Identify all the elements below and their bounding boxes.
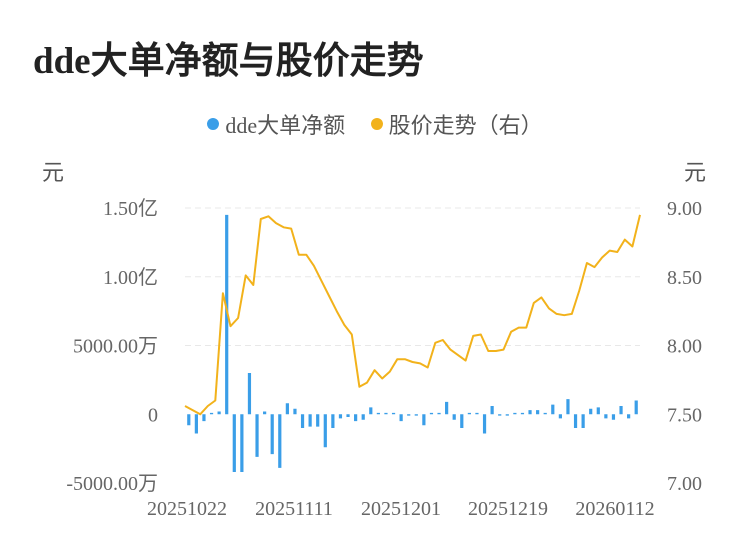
y-left-tick-label: 0 <box>148 404 158 426</box>
bar <box>573 414 578 428</box>
right-axis-unit: 元 <box>684 160 707 185</box>
bar <box>285 403 289 415</box>
bar <box>346 414 350 417</box>
bar <box>528 410 532 415</box>
bar <box>354 414 358 422</box>
bar <box>445 401 449 415</box>
bar <box>293 408 297 415</box>
bar <box>566 399 570 415</box>
bar <box>323 414 327 448</box>
price-line <box>184 214 641 416</box>
legend: dde大单净额 股价走势（右） <box>0 108 750 140</box>
bar <box>247 373 252 415</box>
bar <box>596 407 600 415</box>
legend-dot-price-icon <box>370 118 383 130</box>
legend-label-price: 股价走势（右） <box>388 113 543 138</box>
bar <box>376 412 380 415</box>
bar <box>627 414 631 419</box>
bar <box>187 414 191 426</box>
y-left-tick-label: -5000.00万 <box>66 473 158 495</box>
bar <box>338 414 343 419</box>
bar <box>520 412 525 415</box>
legend-item-dde[interactable]: dde大单净额 <box>207 108 345 140</box>
bar <box>240 414 244 472</box>
bar <box>452 414 456 420</box>
bar <box>263 411 267 415</box>
bar <box>331 414 335 428</box>
bar <box>490 406 494 415</box>
bar <box>482 414 487 434</box>
x-tick-label: 20251219 <box>468 498 548 520</box>
bar <box>194 414 198 434</box>
bar <box>498 414 502 416</box>
bar <box>225 214 229 415</box>
bar <box>604 414 608 419</box>
bar <box>369 407 373 415</box>
x-tick-label: 20251022 <box>147 498 227 520</box>
bar <box>634 400 638 415</box>
legend-item-price[interactable]: 股价走势（右） <box>370 108 543 140</box>
legend-label-dde: dde大单净额 <box>225 113 346 138</box>
bar <box>581 414 585 428</box>
bar <box>384 412 388 415</box>
bar <box>399 414 403 422</box>
bar <box>414 414 418 416</box>
legend-dot-dde-icon <box>207 118 220 130</box>
bar <box>513 412 517 415</box>
x-tick-label: 20251111 <box>255 498 333 520</box>
bar <box>611 414 616 420</box>
y-right-tick-label: 9.00 <box>667 198 702 220</box>
y-right-tick-label: 7.00 <box>667 473 702 495</box>
y-right-tick-label: 8.50 <box>667 267 702 289</box>
bar <box>316 414 320 427</box>
bar <box>460 414 464 428</box>
bar <box>232 414 236 472</box>
bar <box>308 414 312 427</box>
bar <box>619 406 623 415</box>
y-right-tick-label: 7.50 <box>667 404 702 426</box>
bar <box>391 412 396 415</box>
bar <box>467 412 471 415</box>
y-left-tick-label: 5000.00万 <box>73 336 158 358</box>
left-axis-unit: 元 <box>42 160 65 185</box>
bar <box>558 414 562 419</box>
y-left-tick-label: 1.00亿 <box>103 266 158 289</box>
bar <box>278 414 282 468</box>
bar <box>475 412 479 415</box>
x-tick-label: 20260112 <box>575 498 654 520</box>
y-right-tick-label: 8.00 <box>667 336 702 358</box>
bar <box>217 411 221 415</box>
x-tick-label: 20251201 <box>361 498 441 520</box>
bar <box>255 414 259 457</box>
bar <box>437 412 441 415</box>
bar <box>202 414 206 422</box>
bar <box>300 414 305 428</box>
y-left-tick-label: 1.50亿 <box>103 197 158 220</box>
bar <box>209 412 214 415</box>
bar <box>429 412 434 415</box>
bar <box>361 414 365 420</box>
bar <box>505 414 509 416</box>
bar <box>422 414 426 426</box>
bar <box>536 410 540 415</box>
bar <box>407 414 411 416</box>
bar <box>270 414 274 455</box>
bar <box>551 404 555 415</box>
bar <box>589 408 593 415</box>
bar <box>543 412 547 415</box>
chart-title: dde大单净额与股价走势 <box>33 41 424 82</box>
